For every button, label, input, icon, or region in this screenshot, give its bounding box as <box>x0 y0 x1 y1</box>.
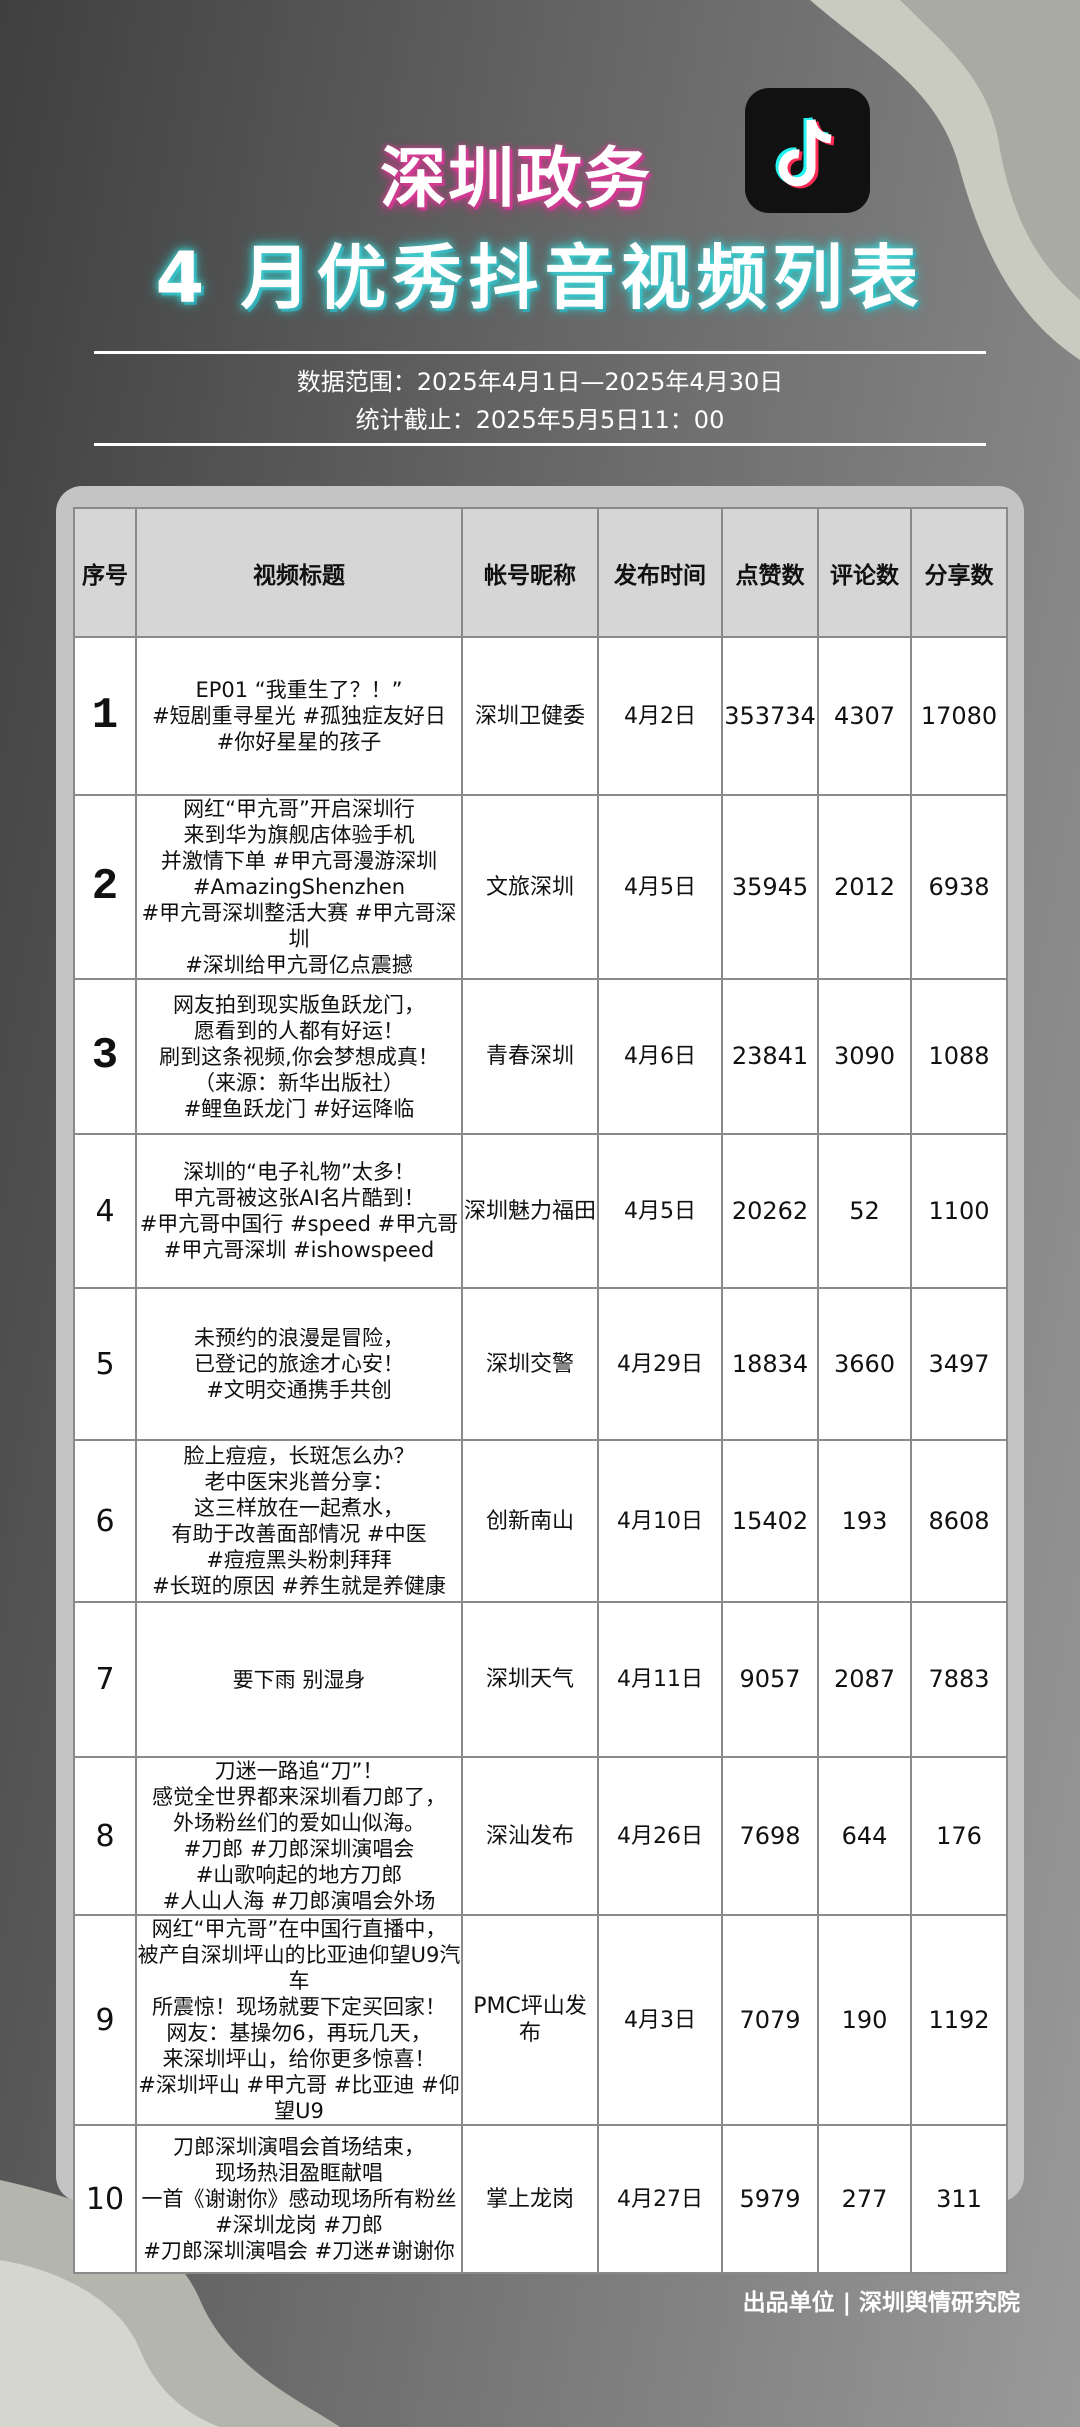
col-header-title: 视频标题 <box>135 507 463 638</box>
cell-date: 4月5日 <box>597 1133 723 1289</box>
cell-date: 4月26日 <box>597 1756 723 1916</box>
cell-rank: 9 <box>73 1914 137 2126</box>
page-title-line1: 深圳政务 <box>380 140 652 217</box>
cell-comments: 3660 <box>817 1287 912 1441</box>
cell-comments: 52 <box>817 1133 912 1289</box>
cell-title: 深圳的“电子礼物”太多！ 甲亢哥被这张AI名片酷到！ #甲亢哥中国行 #spee… <box>135 1133 463 1289</box>
cell-date: 4月11日 <box>597 1601 723 1758</box>
col-header-account: 帐号昵称 <box>461 507 599 638</box>
page-title-line2: 4 月优秀抖音视频列表 <box>155 237 925 319</box>
cell-date: 4月10日 <box>597 1439 723 1603</box>
date-range: 数据范围：2025年4月1日—2025年4月30日 <box>296 368 784 396</box>
cell-account: 深圳天气 <box>461 1601 599 1758</box>
cell-title: 未预约的浪漫是冒险， 已登记的旅途才心安！ #文明交通携手共创 <box>135 1287 463 1441</box>
cell-comments: 277 <box>817 2124 912 2274</box>
table-row: 2 网红“甲亢哥”开启深圳行 来到华为旗舰店体验手机 并激情下单 #甲亢哥漫游深圳… <box>73 794 1008 980</box>
cell-account: 文旅深圳 <box>461 794 599 980</box>
table-row: 4 深圳的“电子礼物”太多！ 甲亢哥被这张AI名片酷到！ #甲亢哥中国行 #spe… <box>73 1133 1008 1289</box>
cell-account: PMC坪山发布 <box>461 1914 599 2126</box>
cell-comments: 2012 <box>817 794 912 980</box>
cell-comments: 644 <box>817 1756 912 1916</box>
cell-date: 4月29日 <box>597 1287 723 1441</box>
cell-shares: 3497 <box>910 1287 1008 1441</box>
divider-bottom <box>94 443 986 446</box>
cell-rank: 8 <box>73 1756 137 1916</box>
col-header-date: 发布时间 <box>597 507 723 638</box>
cell-title: 脸上痘痘，长斑怎么办？ 老中医宋兆普分享： 这三样放在一起煮水， 有助于改善面部… <box>135 1439 463 1603</box>
cell-comments: 4307 <box>817 636 912 796</box>
table-row: 7 要下雨 别湿身 深圳天气 4月11日 9057 2087 7883 <box>73 1601 1008 1758</box>
cell-account: 青春深圳 <box>461 978 599 1135</box>
cell-account: 掌上龙岗 <box>461 2124 599 2274</box>
cell-title: 刀郎深圳演唱会首场结束， 现场热泪盈眶献唱 一首《谢谢你》感动现场所有粉丝 #深… <box>135 2124 463 2274</box>
cell-likes: 353734 <box>721 636 819 796</box>
table-row: 1 EP01 “我重生了？！” #短剧重寻星光 #孤独症友好日 #你好星星的孩子深… <box>73 636 1008 796</box>
cell-comments: 190 <box>817 1914 912 2126</box>
cell-rank: 10 <box>73 2124 137 2274</box>
cell-title: EP01 “我重生了？！” #短剧重寻星光 #孤独症友好日 #你好星星的孩子 <box>135 636 463 796</box>
cell-shares: 176 <box>910 1756 1008 1916</box>
table-header-row: 序号 视频标题 帐号昵称 发布时间 点赞数 评论数 分享数 <box>73 507 1008 638</box>
cell-date: 4月5日 <box>597 794 723 980</box>
cell-likes: 23841 <box>721 978 819 1135</box>
cell-account: 深汕发布 <box>461 1756 599 1916</box>
cell-shares: 8608 <box>910 1439 1008 1603</box>
cell-shares: 6938 <box>910 794 1008 980</box>
col-header-likes: 点赞数 <box>721 507 819 638</box>
cell-title: 网红“甲亢哥”开启深圳行 来到华为旗舰店体验手机 并激情下单 #甲亢哥漫游深圳 … <box>135 794 463 980</box>
producer-credit: 出品单位 | 深圳舆情研究院 <box>742 2290 1020 2316</box>
cell-likes: 20262 <box>721 1133 819 1289</box>
cell-title: 刀迷一路追“刀”！ 感觉全世界都来深圳看刀郎了， 外场粉丝们的爱如山似海。 #刀… <box>135 1756 463 1916</box>
cell-shares: 311 <box>910 2124 1008 2274</box>
divider-top <box>94 351 986 354</box>
cell-rank: 4 <box>73 1133 137 1289</box>
table-row: 6 脸上痘痘，长斑怎么办？ 老中医宋兆普分享： 这三样放在一起煮水， 有助于改善面… <box>73 1439 1008 1603</box>
cell-shares: 1192 <box>910 1914 1008 2126</box>
cell-rank: 7 <box>73 1601 137 1758</box>
cell-rank: 1 <box>73 636 137 796</box>
cell-likes: 9057 <box>721 1601 819 1758</box>
cell-title: 网友拍到现实版鱼跃龙门， 愿看到的人都有好运！ 刷到这条视频,你会梦想成真！ （… <box>135 978 463 1135</box>
table-row: 5 未预约的浪漫是冒险， 已登记的旅途才心安！ #文明交通携手共创 深圳交警 4月29… <box>73 1287 1008 1441</box>
cell-date: 4月3日 <box>597 1914 723 2126</box>
cell-comments: 193 <box>817 1439 912 1603</box>
cell-likes: 18834 <box>721 1287 819 1441</box>
cell-date: 4月27日 <box>597 2124 723 2274</box>
cell-comments: 3090 <box>817 978 912 1135</box>
cell-shares: 1100 <box>910 1133 1008 1289</box>
cell-account: 深圳卫健委 <box>461 636 599 796</box>
col-header-shares: 分享数 <box>910 507 1008 638</box>
cell-likes: 7079 <box>721 1914 819 2126</box>
table-row: 3 网友拍到现实版鱼跃龙门， 愿看到的人都有好运！ 刷到这条视频,你会梦想成真！ … <box>73 978 1008 1135</box>
cell-likes: 35945 <box>721 794 819 980</box>
table-row: 9 网红“甲亢哥”在中国行直播中， 被产自深圳坪山的比亚迪仰望U9汽车 所震惊！现… <box>73 1914 1008 2126</box>
douyin-logo-icon <box>745 88 870 213</box>
col-header-comments: 评论数 <box>817 507 912 638</box>
table-row: 8 刀迷一路追“刀”！ 感觉全世界都来深圳看刀郎了， 外场粉丝们的爱如山似海。 #… <box>73 1756 1008 1916</box>
cell-rank: 6 <box>73 1439 137 1603</box>
cell-date: 4月2日 <box>597 636 723 796</box>
cell-date: 4月6日 <box>597 978 723 1135</box>
cell-shares: 1088 <box>910 978 1008 1135</box>
video-table: 序号 视频标题 帐号昵称 发布时间 点赞数 评论数 分享数 1 EP01 “我重生… <box>73 507 1008 2274</box>
cutoff-time: 统计截止：2025年5月5日11：00 <box>355 406 725 434</box>
cell-title: 网红“甲亢哥”在中国行直播中， 被产自深圳坪山的比亚迪仰望U9汽车 所震惊！现场… <box>135 1914 463 2126</box>
table-row: 10 刀郎深圳演唱会首场结束， 现场热泪盈眶献唱 一首《谢谢你》感动现场所有粉丝 … <box>73 2124 1008 2274</box>
cell-account: 深圳魅力福田 <box>461 1133 599 1289</box>
cell-title: 要下雨 别湿身 <box>135 1601 463 1758</box>
cell-rank: 3 <box>73 978 137 1135</box>
cell-account: 创新南山 <box>461 1439 599 1603</box>
cell-likes: 5979 <box>721 2124 819 2274</box>
cell-rank: 5 <box>73 1287 137 1441</box>
col-header-rank: 序号 <box>73 507 137 638</box>
cell-likes: 15402 <box>721 1439 819 1603</box>
cell-likes: 7698 <box>721 1756 819 1916</box>
cell-account: 深圳交警 <box>461 1287 599 1441</box>
cell-shares: 17080 <box>910 636 1008 796</box>
cell-shares: 7883 <box>910 1601 1008 1758</box>
cell-rank: 2 <box>73 794 137 980</box>
cell-comments: 2087 <box>817 1601 912 1758</box>
